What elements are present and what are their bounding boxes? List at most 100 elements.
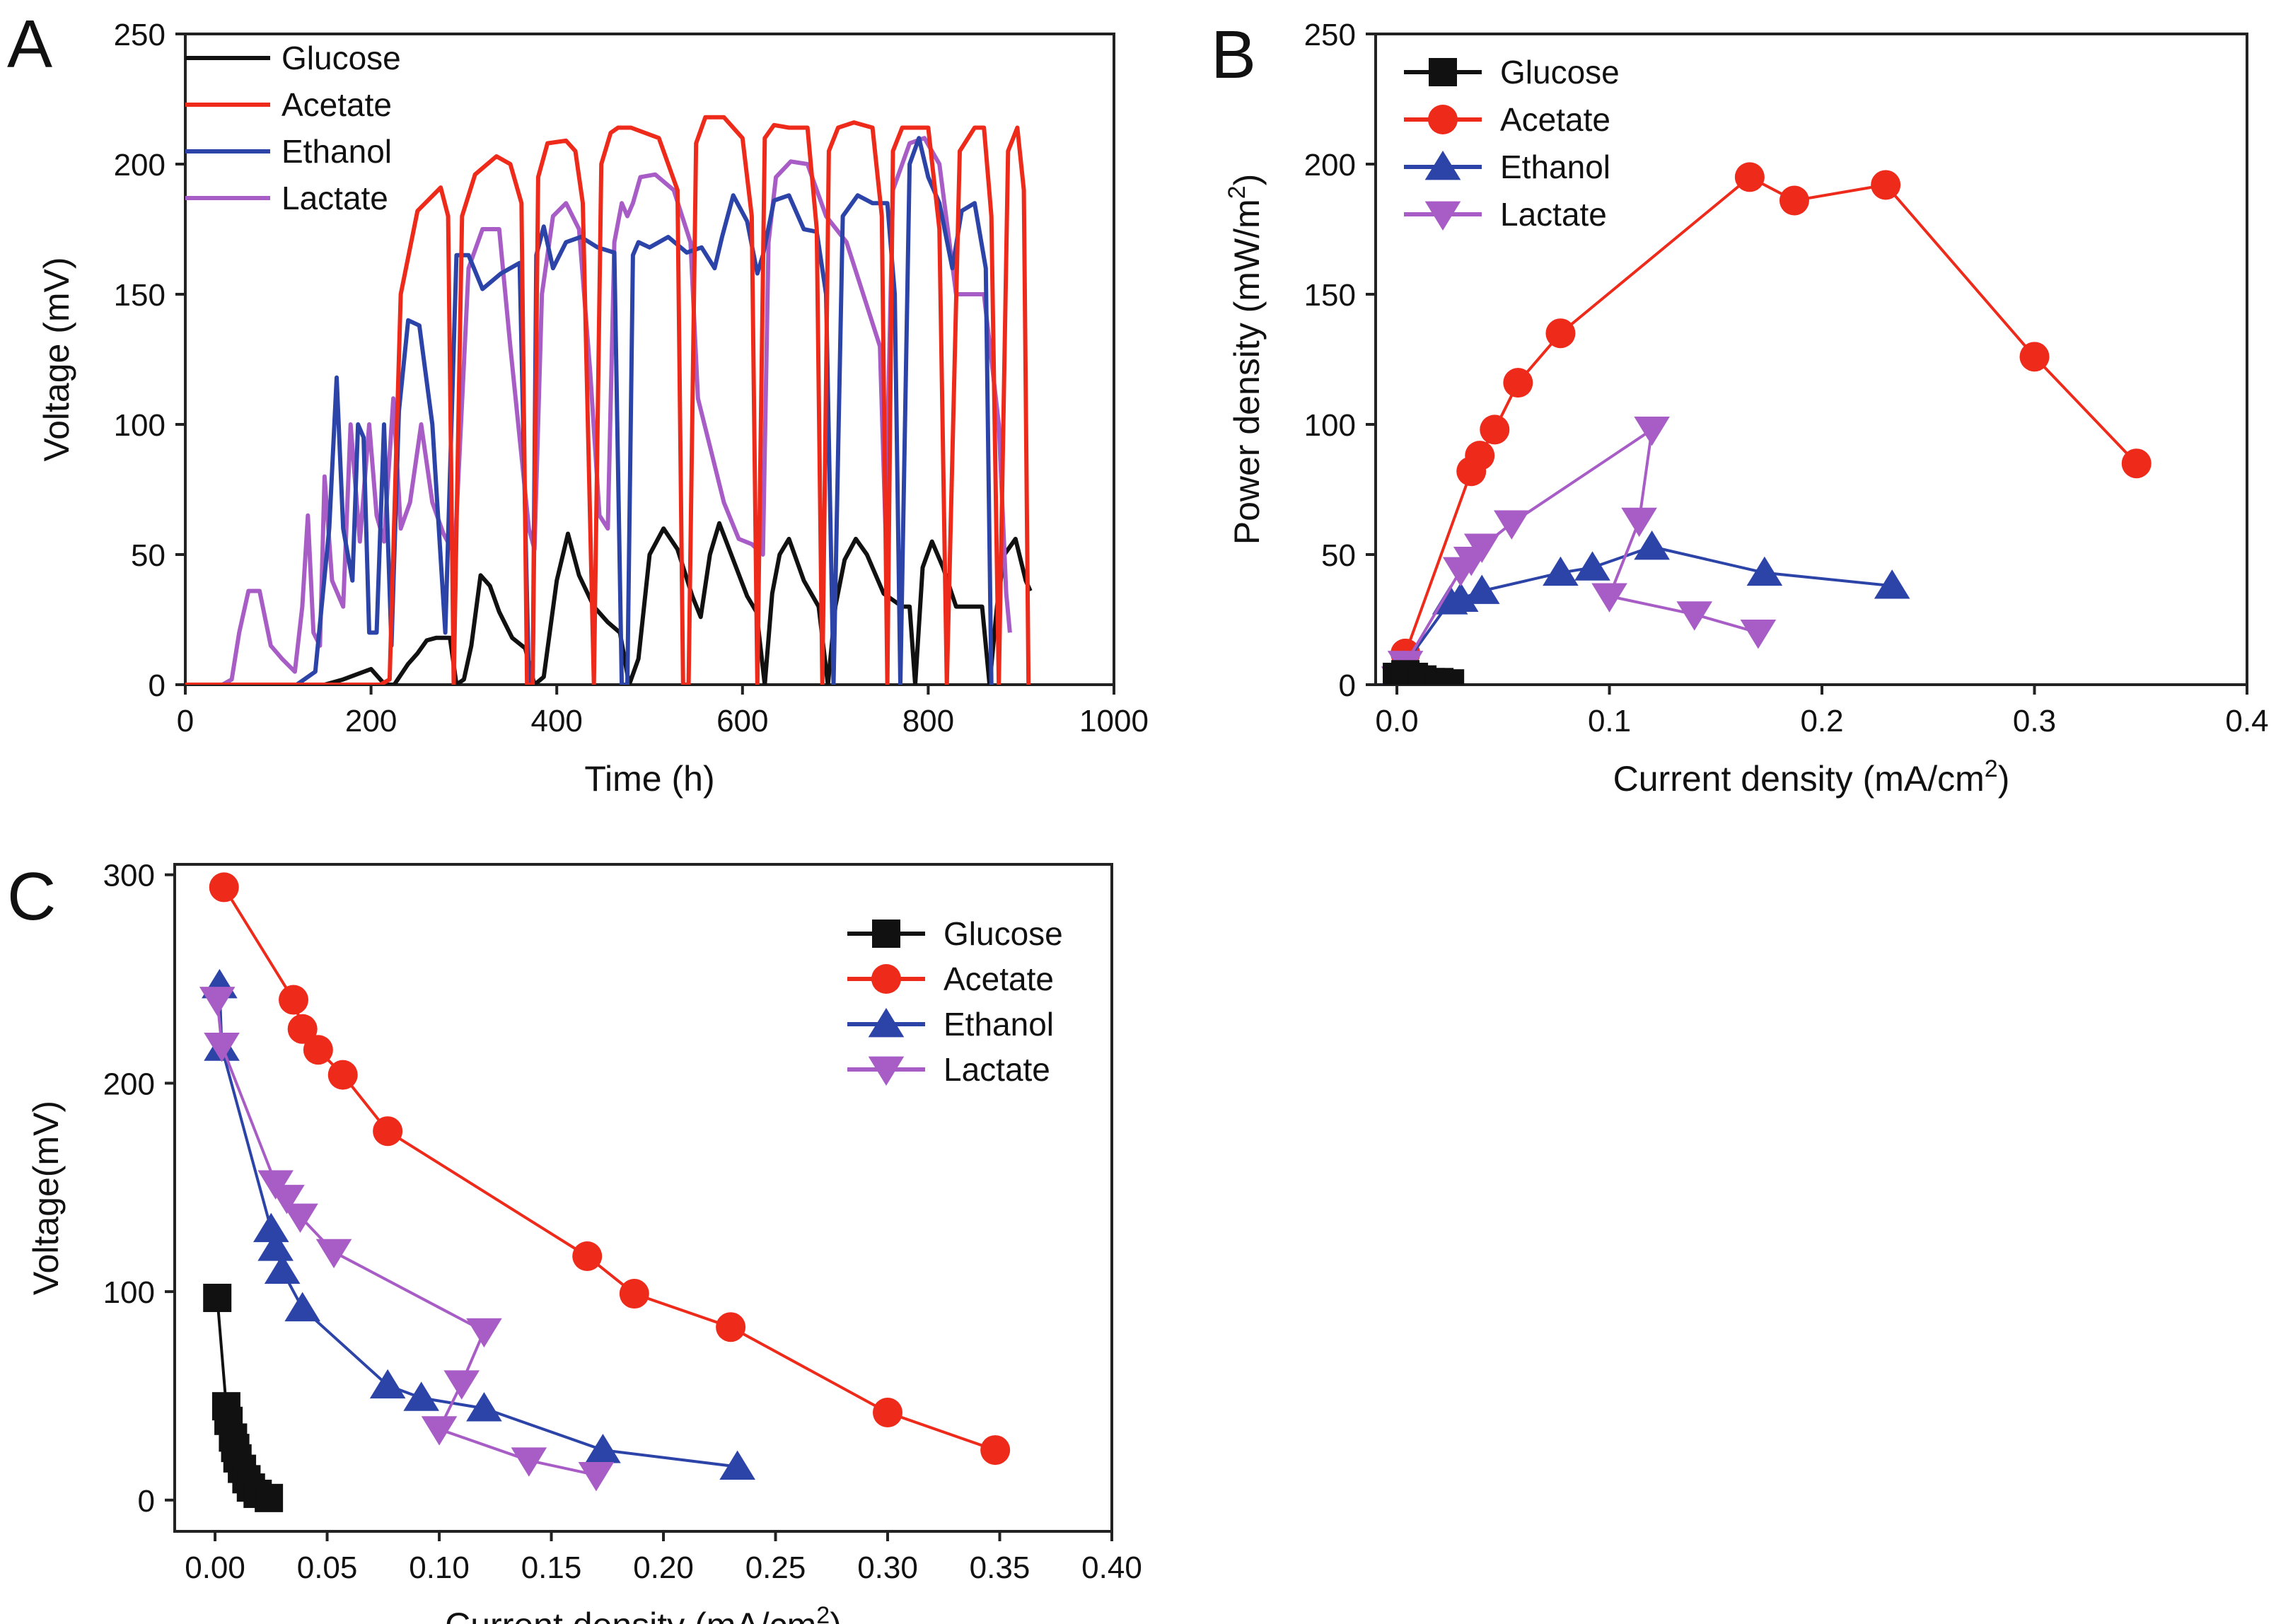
data-point-ethanol <box>466 1392 502 1422</box>
data-point-glucose <box>203 1283 232 1312</box>
series-line-acetate <box>185 115 1031 685</box>
y-tick-label: 200 <box>1304 148 1356 182</box>
x-tick-label: 0.30 <box>857 1550 918 1585</box>
data-point-lactate <box>443 1370 480 1400</box>
y-tick-label: 100 <box>1304 408 1356 443</box>
legend-marker <box>1424 201 1461 231</box>
data-point-ethanol <box>369 1369 406 1399</box>
panel-letter: B <box>1211 17 1256 93</box>
series-lactate <box>199 987 615 1492</box>
y-tick-label: 50 <box>1321 538 1356 573</box>
data-point-acetate <box>1503 368 1533 398</box>
legend-marker <box>871 964 901 994</box>
x-tick-label: 600 <box>716 704 768 738</box>
legend: Glucose Acetate Ethanol Lactate <box>1404 54 1620 233</box>
data-point-ethanol <box>1442 582 1479 612</box>
legend-marker <box>872 920 900 948</box>
data-point-lactate <box>204 1032 240 1062</box>
legend-label: Glucose <box>281 40 401 76</box>
x-tick-label: 0.05 <box>297 1550 358 1585</box>
y-tick-label: 250 <box>114 18 166 52</box>
panel-letter: A <box>7 6 52 82</box>
data-point-acetate <box>287 1014 318 1044</box>
x-axis-label: Current density (mA/cm2) <box>445 1602 842 1624</box>
x-tick-label: 0.4 <box>2225 704 2268 738</box>
data-point-lactate <box>1494 510 1530 540</box>
y-tick-label: 200 <box>114 148 166 182</box>
data-point-acetate <box>2019 342 2050 372</box>
legend-item-acetate: Acetate <box>847 961 1054 997</box>
series-line-lactate <box>1398 428 1759 680</box>
x-tick-label: 0.3 <box>2013 704 2056 738</box>
plot-frame <box>184 33 1115 686</box>
data-point-lactate <box>466 1318 502 1348</box>
data-point-acetate <box>2121 448 2152 479</box>
data-point-acetate <box>279 985 309 1015</box>
series-acetate <box>185 115 1031 685</box>
data-point-ethanol <box>1874 569 1910 599</box>
data-point-lactate <box>578 1462 615 1492</box>
data-point-acetate <box>303 1035 333 1065</box>
x-tick-label: 0.10 <box>409 1550 470 1585</box>
legend: Glucose Acetate Ethanol Lactate <box>185 40 401 216</box>
x-tick-label: 1000 <box>1079 704 1149 738</box>
data-point-acetate <box>619 1279 649 1309</box>
x-tick-label: 400 <box>530 704 582 738</box>
y-tick-label: 0 <box>149 668 166 703</box>
data-point-lactate <box>1591 583 1627 613</box>
plot-frame <box>173 863 1113 1533</box>
plot-frame <box>1374 33 2248 686</box>
y-tick-label: 100 <box>114 408 166 443</box>
data-layer <box>185 115 1033 685</box>
data-layer <box>1381 162 2152 685</box>
legend-item-lactate: Lactate <box>1404 196 1607 233</box>
x-tick-label: 200 <box>345 704 397 738</box>
data-point-acetate <box>873 1398 903 1428</box>
data-point-acetate <box>1545 318 1576 349</box>
data-point-ethanol <box>585 1434 621 1463</box>
data-point-acetate <box>1779 185 1809 216</box>
y-axis-label: Power density (mW/m2) <box>1224 174 1267 545</box>
legend-item-glucose: Glucose <box>1404 54 1620 91</box>
legend-label: Lactate <box>1500 196 1607 233</box>
data-point-acetate <box>980 1435 1011 1466</box>
series-ethanol <box>202 968 755 1480</box>
series-acetate <box>1390 162 2152 668</box>
legend-marker <box>1429 58 1457 86</box>
series-line-ethanol <box>1395 545 1893 678</box>
x-tick-label: 0.35 <box>970 1550 1030 1585</box>
legend-marker <box>868 1056 905 1086</box>
x-tick-label: 0.1 <box>1588 704 1631 738</box>
y-tick-label: 50 <box>131 538 166 573</box>
series-acetate <box>209 872 1011 1466</box>
y-tick-label: 150 <box>114 278 166 313</box>
legend-label: Ethanol <box>281 133 392 170</box>
x-axis-label: Time (h) <box>584 759 714 799</box>
data-point-acetate <box>209 872 239 903</box>
data-point-acetate <box>373 1116 403 1147</box>
legend-label: Acetate <box>281 86 392 123</box>
data-point-acetate <box>1871 170 1901 200</box>
data-point-ethanol <box>257 1231 294 1261</box>
data-point-lactate <box>511 1447 547 1477</box>
data-point-lactate <box>1463 533 1500 563</box>
legend-item-acetate: Acetate <box>1404 101 1610 138</box>
panel-a: A 0 200 400 600 800 1000 0 50 100 150 200 250 Time (h… <box>7 6 1149 799</box>
data-point-lactate <box>1634 416 1670 446</box>
legend-label: Glucose <box>1500 54 1620 91</box>
y-axis-label: Voltage (mV) <box>37 257 76 461</box>
series-glucose <box>203 1283 284 1512</box>
y-tick-label: 250 <box>1304 18 1356 52</box>
y-tick-label: 200 <box>103 1067 155 1101</box>
data-point-ethanol <box>719 1450 755 1480</box>
legend-item-glucose: Glucose <box>847 915 1063 952</box>
data-point-ethanol <box>1746 556 1783 586</box>
data-point-ethanol <box>284 1292 320 1322</box>
data-point-ethanol <box>1574 551 1610 581</box>
data-point-ethanol <box>1634 530 1670 560</box>
data-layer <box>199 872 1011 1512</box>
x-axis-label: Current density (mA/cm2) <box>1613 755 2010 799</box>
x-tick-label: 0.25 <box>745 1550 806 1585</box>
x-tick-label: 0.15 <box>521 1550 582 1585</box>
